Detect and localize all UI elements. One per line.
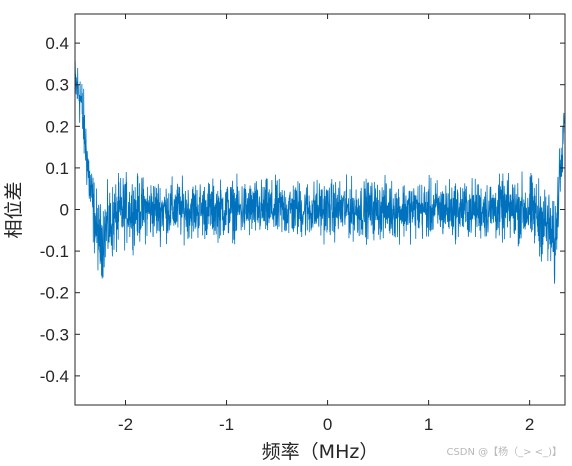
y-tick-label: 0.2: [45, 117, 69, 136]
series-group: [74, 61, 566, 284]
y-axis-title: 相位差: [3, 181, 25, 238]
x-tick-label: 2: [525, 415, 534, 434]
watermark-text: CSDN @【杨（_> <_)】: [446, 447, 562, 458]
y-tick-label: -0.3: [40, 325, 69, 344]
series-line-0: [74, 61, 566, 284]
x-axis-title: 频率（MHz）: [262, 441, 379, 463]
x-tick-label: 1: [424, 415, 433, 434]
y-tick-label: -0.4: [40, 367, 69, 386]
axes-group: -2 -1 0 1 2 0.4 0.3 0.2 0.1 0 -0.1 -0.2 -0.3 -0.4: [40, 13, 566, 434]
y-tick-label: 0.3: [45, 76, 69, 95]
y-tick-label: -0.2: [40, 284, 69, 303]
x-tick-label: -2: [118, 415, 133, 434]
x-tick-label: 0: [323, 415, 332, 434]
y-tick-label: 0.1: [45, 159, 69, 178]
y-tick-label: 0.4: [45, 34, 69, 53]
y-tick-label: -0.1: [40, 242, 69, 261]
x-tick-label: -1: [219, 415, 234, 434]
y-tick-label: 0: [60, 201, 69, 220]
